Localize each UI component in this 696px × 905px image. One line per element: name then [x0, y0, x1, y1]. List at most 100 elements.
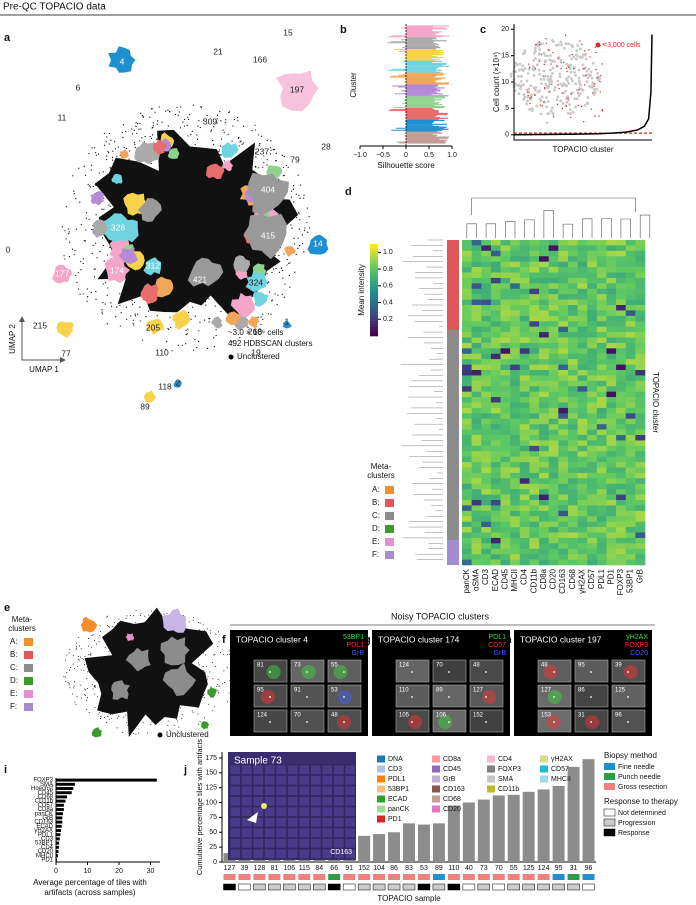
unclustered-dot	[152, 125, 155, 127]
unclustered-dot	[239, 337, 241, 339]
inset-dot	[538, 48, 542, 51]
unclustered-dot	[241, 143, 243, 145]
bar	[56, 837, 60, 841]
heatmap-cell	[558, 370, 569, 376]
marker-label: CD163	[558, 568, 567, 593]
unclustered-dot	[178, 726, 180, 728]
inset-red-dot	[577, 92, 579, 94]
heatmap-cell	[500, 321, 511, 327]
inset-dot	[536, 42, 540, 46]
heatmap-cell	[539, 391, 549, 398]
inset-dot	[579, 83, 583, 87]
heatmap-cell	[577, 267, 588, 273]
heatmap-cell	[587, 435, 598, 441]
heatmap-cell	[577, 310, 588, 317]
unclustered-dot	[91, 684, 93, 686]
heatmap-cell	[548, 245, 559, 252]
inset-red-dot	[565, 67, 568, 69]
heatmap-cell	[510, 500, 521, 506]
legend-swatch	[432, 765, 440, 773]
unclustered-dot	[120, 312, 122, 314]
cluster-blob	[118, 247, 138, 265]
heatmap-cell	[587, 413, 598, 420]
unclustered-dot	[278, 178, 280, 180]
heatmap-cell	[558, 321, 569, 327]
annotation: <3,000 cells	[603, 42, 641, 49]
unclustered-dot	[215, 120, 217, 122]
unclustered-dot	[75, 645, 77, 647]
inset-dot	[571, 79, 574, 83]
unclustered-dot	[144, 136, 146, 138]
meta-swatch	[385, 486, 394, 494]
unclustered-dot	[74, 701, 76, 703]
unclustered-dot	[258, 167, 260, 169]
unclustered-dot	[158, 106, 160, 108]
heatmap-cell	[625, 532, 636, 539]
heatmap-cell	[490, 500, 501, 506]
inset-dot	[522, 83, 525, 87]
heatmap-cell	[606, 326, 617, 333]
colorbar-step	[370, 256, 378, 260]
inset-dot	[543, 60, 547, 64]
heatmap-cell	[558, 256, 569, 262]
unclustered-dot	[114, 621, 116, 623]
heatmap-cell	[635, 315, 646, 322]
unclustered-dot	[109, 246, 111, 249]
heatmap-cell	[510, 386, 521, 392]
heatmap-cell	[596, 413, 607, 420]
unclustered-dot	[149, 116, 151, 118]
heatmap-cell	[625, 391, 636, 398]
heatmap-cell	[596, 429, 607, 436]
unclustered-dot	[283, 296, 286, 298]
heatmap-cell	[539, 451, 549, 457]
legend-label: CD4	[498, 756, 512, 763]
inset-tile	[275, 848, 287, 859]
unclustered-dot	[93, 276, 96, 278]
unclustered-dot	[220, 310, 222, 313]
inset-tile	[275, 827, 287, 838]
heatmap-cell	[625, 353, 636, 360]
unclustered-dot	[263, 162, 265, 164]
heatmap-cell	[519, 283, 530, 290]
heatmap-cell	[596, 305, 607, 311]
heatmap-cell	[616, 505, 627, 512]
heatmap-cell	[558, 380, 569, 387]
heatmap-cell	[577, 305, 588, 311]
heatmap-cell	[471, 375, 482, 382]
heatmap-cell	[510, 397, 521, 403]
heatmap-cell	[471, 494, 482, 501]
heatmap-cell	[510, 467, 521, 474]
unclustered-dot	[309, 227, 311, 229]
heatmap-cell	[596, 294, 607, 300]
meta-label: E:	[10, 689, 18, 698]
unclustered-dot	[111, 156, 114, 158]
inset-dot	[546, 75, 550, 78]
heatmap-cell	[616, 537, 627, 544]
heatmap-cell	[548, 537, 559, 544]
heatmap-cell	[529, 294, 540, 300]
heatmap-cell	[539, 321, 549, 327]
unclustered-dot	[104, 303, 106, 305]
y-tick-label: 100	[205, 799, 217, 806]
heatmap-cell	[567, 445, 578, 452]
heatmap-cell	[577, 472, 588, 479]
inset-dot	[537, 44, 541, 48]
inset-dot	[560, 43, 563, 47]
biopsy-box	[223, 874, 236, 880]
inset-red-dot	[565, 105, 568, 107]
heatmap-cell	[539, 353, 549, 360]
heatmap-cell	[481, 261, 492, 268]
x-tick-label: 110	[448, 865, 459, 872]
unclustered-dot	[135, 122, 137, 124]
heatmap-cell	[510, 337, 521, 344]
heatmap-cell	[616, 489, 627, 495]
heatmap-cell	[500, 359, 511, 365]
heatmap-cell	[519, 267, 530, 273]
unclustered-dot	[91, 228, 93, 231]
response-title: Response to therapy	[604, 797, 678, 806]
heatmap-cell	[587, 521, 598, 528]
unclustered-dot	[209, 671, 211, 673]
heatmap-cell	[510, 261, 521, 268]
heatmap-cell	[558, 353, 569, 360]
unclustered-dot	[97, 696, 99, 698]
